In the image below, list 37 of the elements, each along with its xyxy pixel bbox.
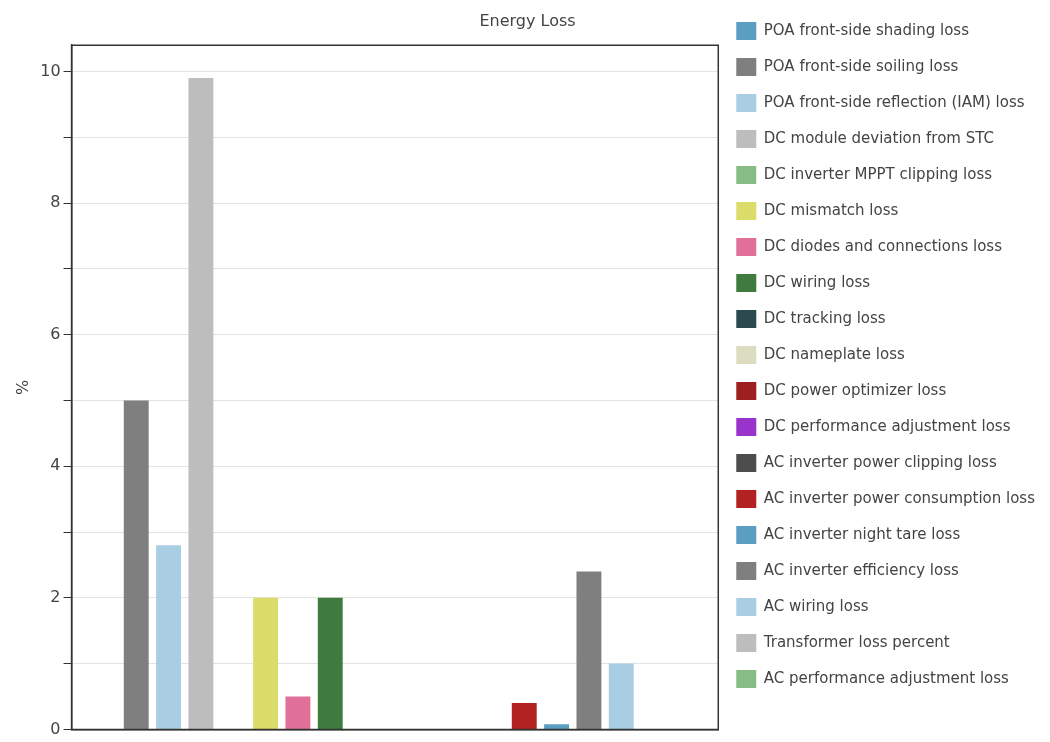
legend-label: AC performance adjustment loss xyxy=(763,668,1010,687)
bar xyxy=(511,703,537,729)
bar xyxy=(253,597,279,729)
y-axis-title: % xyxy=(12,379,32,395)
bar xyxy=(188,78,214,729)
legend-label: POA front-side shading loss xyxy=(763,20,970,39)
y-tick-label: 10 xyxy=(40,60,61,80)
y-tick-label: 2 xyxy=(50,586,61,606)
legend-label: DC inverter MPPT clipping loss xyxy=(763,164,993,183)
legend-label: DC diodes and connections loss xyxy=(763,236,1003,255)
chart-title: Energy Loss xyxy=(479,10,576,30)
legend-label: POA front-side soiling loss xyxy=(763,56,959,75)
y-tick-label: 6 xyxy=(50,323,61,343)
y-tick-label: 8 xyxy=(50,192,61,212)
legend-label: DC tracking loss xyxy=(763,308,886,327)
legend-label: AC inverter efficiency loss xyxy=(763,560,959,579)
bar xyxy=(156,545,182,729)
bar xyxy=(576,571,602,729)
legend-label: DC nameplate loss xyxy=(763,344,906,363)
bar xyxy=(285,696,311,729)
legend-label: POA front-side reflection (IAM) loss xyxy=(763,92,1025,111)
bar xyxy=(317,597,343,729)
legend-label: AC inverter night tare loss xyxy=(763,524,961,543)
y-tick-label: 4 xyxy=(50,455,61,475)
legend-label: DC module deviation from STC xyxy=(763,128,994,147)
legend-label: AC inverter power consumption loss xyxy=(763,488,1036,507)
legend-label: AC wiring loss xyxy=(763,596,869,615)
legend-label: DC wiring loss xyxy=(763,272,871,291)
bar xyxy=(544,724,570,729)
y-tick-label: 0 xyxy=(50,718,61,738)
bar xyxy=(608,663,634,729)
legend-label: Transformer loss percent xyxy=(762,632,950,651)
legend-label: AC inverter power clipping loss xyxy=(763,452,997,471)
legend-label: DC mismatch loss xyxy=(763,200,899,219)
bar xyxy=(123,400,149,729)
legend-label: DC power optimizer loss xyxy=(763,380,947,399)
legend-label: DC performance adjustment loss xyxy=(763,416,1011,435)
